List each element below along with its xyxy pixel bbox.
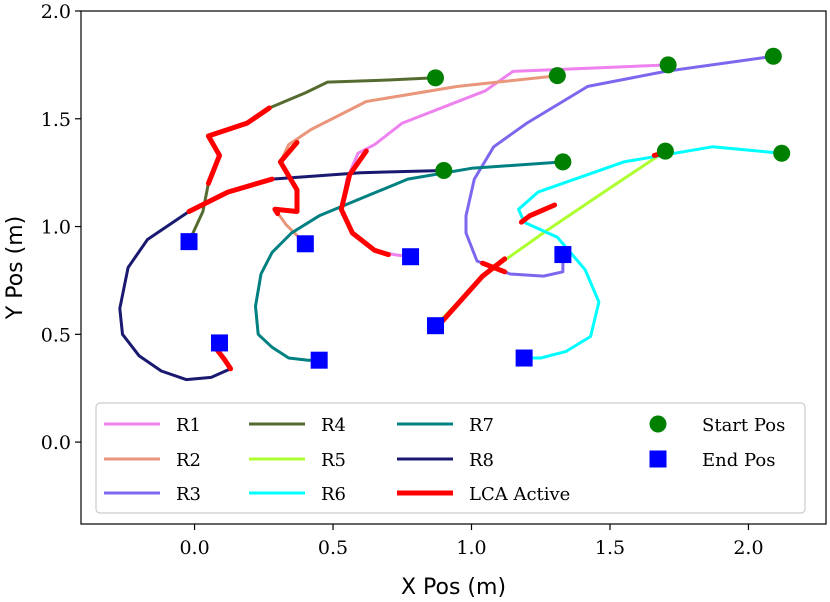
x-tick-label: 1.0 <box>456 537 486 559</box>
legend-swatch-end-pos <box>649 450 667 468</box>
lca-segment-r4-0 <box>205 105 272 186</box>
end-marker <box>554 246 572 264</box>
lca-segment-r5-1 <box>435 256 508 329</box>
start-marker <box>435 162 453 180</box>
lca-segment-r6-0 <box>518 202 558 225</box>
end-marker <box>310 351 328 369</box>
y-tick-label: 2.0 <box>41 1 71 23</box>
start-marker <box>773 144 791 162</box>
start-marker <box>656 142 674 160</box>
legend-label-r8: R8 <box>469 450 494 471</box>
end-marker <box>402 248 420 266</box>
x-tick-label: 0.5 <box>318 537 348 559</box>
lca-active-segments <box>186 105 666 372</box>
y-tick-label: 0.5 <box>41 324 71 346</box>
legend-label-r4: R4 <box>321 415 346 436</box>
start-marker <box>659 56 677 74</box>
series-line-r6 <box>517 145 784 360</box>
start-marker <box>548 67 566 85</box>
position-markers <box>180 47 791 369</box>
start-marker <box>426 69 444 87</box>
x-tick-label: 2.0 <box>733 537 763 559</box>
y-tick-label: 1.0 <box>41 217 71 239</box>
lca-segment-r8-0 <box>186 176 275 214</box>
legend-label-r3: R3 <box>176 484 201 505</box>
y-tick-label: 1.5 <box>41 109 71 131</box>
start-marker <box>764 47 782 65</box>
end-marker <box>210 334 228 352</box>
legend-label-r5: R5 <box>321 450 346 471</box>
x-tick-label: 0.0 <box>179 537 209 559</box>
end-marker <box>296 235 314 253</box>
end-marker <box>180 233 198 251</box>
series-line-r3 <box>464 54 775 278</box>
legend-label-end-pos: End Pos <box>702 450 775 471</box>
legend-label-lca-active: LCA Active <box>469 484 570 505</box>
start-marker <box>554 153 572 171</box>
y-tick-label: 0.0 <box>41 432 71 454</box>
end-marker <box>426 317 444 335</box>
lca-segment-r1-0 <box>338 148 391 258</box>
plot-frame <box>80 10 827 525</box>
legend-label-r2: R2 <box>176 450 201 471</box>
x-tick-label: 1.5 <box>595 537 625 559</box>
y-axis-label: Y Pos (m) <box>3 216 28 320</box>
x-axis-label: X Pos (m) <box>401 575 506 600</box>
legend-label-r7: R7 <box>469 415 494 436</box>
legend-swatch-start-pos <box>649 415 667 433</box>
legend-label-r1: R1 <box>176 415 201 436</box>
series-line-r7 <box>254 160 565 362</box>
legend-label-start-pos: Start Pos <box>702 415 785 436</box>
end-marker <box>515 349 533 367</box>
legend-label-r6: R6 <box>321 484 346 505</box>
lca-segment-r2-0 <box>272 140 300 217</box>
legend: R1 R2 R3 R4 R5 R6 R7 R8 LCA Active Start Pos End P… <box>95 402 806 514</box>
axes: 0.0 0.5 1.0 1.5 2.0 0.0 0.5 1.0 1.5 2.0 <box>41 1 827 559</box>
lca-segment-r8-1 <box>214 346 234 372</box>
